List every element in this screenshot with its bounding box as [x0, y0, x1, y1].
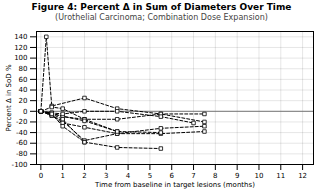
- svg-text:0: 0: [23, 108, 27, 116]
- svg-text:120: 120: [14, 44, 27, 52]
- svg-text:7: 7: [191, 172, 195, 180]
- svg-text:3: 3: [104, 172, 108, 180]
- svg-text:0: 0: [39, 172, 43, 180]
- svg-text:11: 11: [276, 172, 285, 180]
- svg-text:140: 140: [14, 33, 27, 41]
- svg-text:20: 20: [19, 97, 28, 105]
- svg-text:60: 60: [19, 76, 28, 84]
- svg-text:8: 8: [213, 172, 217, 180]
- svg-text:-60: -60: [16, 139, 27, 147]
- svg-text:9: 9: [235, 172, 239, 180]
- svg-text:-20: -20: [16, 118, 27, 126]
- html-text:(Urothelial Carcinoma; Combina: (Urothelial Carcinoma; Combination Dose …: [55, 13, 268, 22]
- svg-text:12: 12: [298, 172, 307, 180]
- svg-text:5: 5: [148, 172, 152, 180]
- svg-text:6: 6: [169, 172, 174, 180]
- svg-text:80: 80: [19, 65, 28, 73]
- svg-text:-80: -80: [16, 150, 27, 158]
- svg-text:10: 10: [255, 172, 264, 180]
- svg-text:4: 4: [126, 172, 131, 180]
- svg-text:100: 100: [14, 54, 27, 62]
- svg-text:-100: -100: [12, 161, 28, 169]
- svg-text:-40: -40: [16, 129, 27, 137]
- svg-text:40: 40: [19, 86, 28, 94]
- svg-text:Percent Δ in SoD %: Percent Δ in SoD %: [5, 64, 13, 132]
- svg-text:1: 1: [60, 172, 64, 180]
- html-text:Figure 4: Percent Δ in Sum of: Figure 4: Percent Δ in Sum of Diameters …: [31, 2, 292, 12]
- svg-text:Time from baseline in target l: Time from baseline in target lesions (mo…: [94, 181, 255, 189]
- svg-text:2: 2: [82, 172, 86, 180]
